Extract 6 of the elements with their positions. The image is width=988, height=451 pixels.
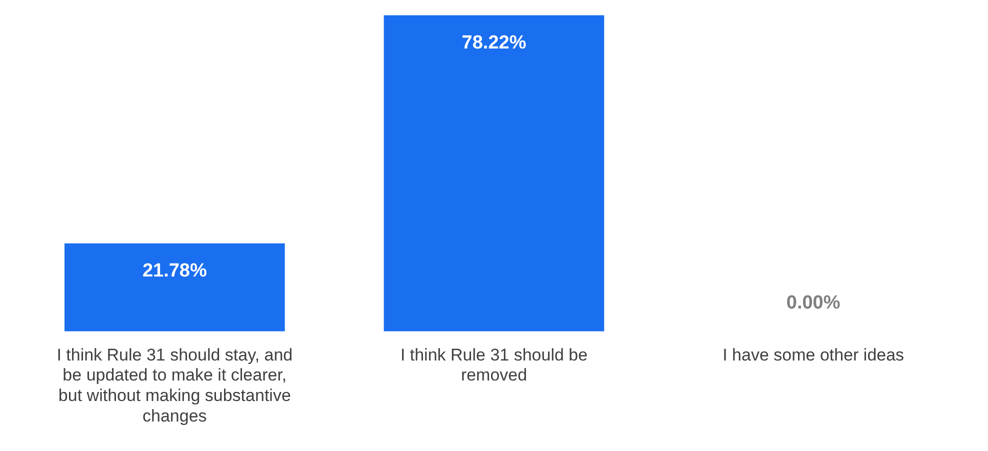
x-tick-label: I have some other ideas (722, 345, 904, 364)
data-label: 21.78% (142, 260, 207, 282)
x-tick-label: I think Rule 31 should stay, and be updated to make it clearer, but without making substantive changes (56, 345, 293, 426)
data-label: 78.22% (462, 32, 526, 54)
data-label: 0.00% (786, 292, 840, 314)
x-tick-label: I think Rule 31 should be removed (400, 345, 588, 385)
